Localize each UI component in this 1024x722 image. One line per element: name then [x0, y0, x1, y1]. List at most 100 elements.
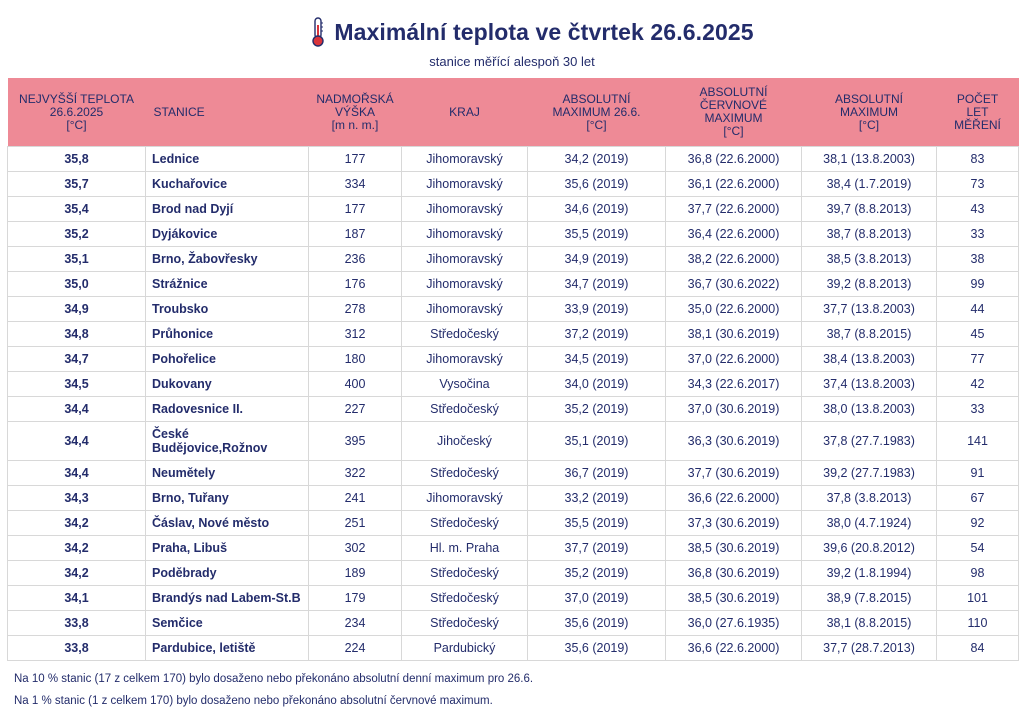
page-title: Maximální teplota ve čtvrtek 26.6.2025	[334, 18, 754, 45]
cell-altitude: 251	[308, 510, 402, 536]
header-max-temp: NEJVYŠŠÍ TEPLOTA 26.6.2025 [°C]	[7, 78, 146, 147]
header-line: ČERVNOVÉ	[699, 98, 768, 112]
header-line: [m n. m.]	[331, 117, 379, 132]
cell-max-temp: 35,7	[7, 171, 146, 197]
cell-max-temp: 34,9	[7, 296, 146, 322]
header-years: POČET LET MĚŘENÍ	[936, 78, 1019, 147]
cell-years: 99	[936, 271, 1019, 297]
cell-abs-max-day: 34,7 (2019)	[527, 271, 666, 297]
cell-region: Jihomoravský	[401, 146, 528, 172]
cell-abs-max: 37,4 (13.8.2003)	[801, 371, 937, 397]
page-subtitle: stanice měřící alespoň 30 let	[429, 54, 595, 69]
cell-abs-max-june: 37,0 (22.6.2000)	[665, 346, 802, 372]
cell-max-temp: 34,2	[7, 535, 146, 561]
cell-station: Dyjákovice	[145, 221, 309, 247]
cell-abs-max-june: 38,5 (30.6.2019)	[665, 535, 802, 561]
cell-abs-max-june: 36,1 (22.6.2000)	[665, 171, 802, 197]
cell-altitude: 227	[308, 396, 402, 422]
cell-altitude: 189	[308, 560, 402, 586]
cell-station: Brno, Žabovřesky	[145, 246, 309, 272]
cell-abs-max: 38,7 (8.8.2015)	[801, 321, 937, 347]
cell-altitude: 241	[308, 485, 402, 511]
cell-station: Lednice	[145, 146, 309, 172]
cell-abs-max-day: 34,5 (2019)	[527, 346, 666, 372]
cell-years: 54	[936, 535, 1019, 561]
cell-station: Pardubice, letiště	[145, 635, 309, 661]
header-station: STANICE	[145, 78, 309, 147]
cell-abs-max-june: 36,3 (30.6.2019)	[665, 421, 802, 461]
header-line: 26.6.2025	[49, 104, 104, 119]
cell-altitude: 180	[308, 346, 402, 372]
cell-region: Jihomoravský	[401, 346, 528, 372]
cell-years: 91	[936, 460, 1019, 486]
cell-region: Středočeský	[401, 321, 528, 347]
cell-years: 43	[936, 196, 1019, 222]
cell-years: 141	[936, 421, 1019, 461]
cell-station: Strážnice	[145, 271, 309, 297]
cell-abs-max-day: 35,2 (2019)	[527, 396, 666, 422]
cell-max-temp: 35,1	[7, 246, 146, 272]
cell-region: Středočeský	[401, 460, 528, 486]
cell-abs-max: 38,7 (8.8.2013)	[801, 221, 937, 247]
cell-abs-max: 38,1 (13.8.2003)	[801, 146, 937, 172]
table-row: 35,0 Strážnice 176 Jihomoravský 34,7 (2019) 3…	[7, 271, 1019, 297]
header-line: MAXIMUM	[840, 104, 898, 119]
cell-abs-max-june: 37,7 (30.6.2019)	[665, 460, 802, 486]
cell-abs-max: 38,9 (7.8.2015)	[801, 585, 937, 611]
cell-years: 33	[936, 221, 1019, 247]
cell-region: Jihomoravský	[401, 221, 528, 247]
footnote-daily-max: Na 10 % stanic (17 z celkem 170) bylo do…	[14, 673, 534, 685]
cell-station: Brandýs nad Labem-St.B	[145, 585, 309, 611]
cell-max-temp: 35,0	[7, 271, 146, 297]
header-line: ABSOLUTNÍ	[834, 91, 903, 106]
cell-abs-max: 39,2 (1.8.1994)	[801, 560, 937, 586]
cell-altitude: 176	[308, 271, 402, 297]
table-row: 34,2 Poděbrady 189 Středočeský 35,2 (2019) 36…	[7, 560, 1019, 586]
cell-max-temp: 34,2	[7, 510, 146, 536]
cell-altitude: 400	[308, 371, 402, 397]
cell-abs-max-june: 36,0 (27.6.1935)	[665, 610, 802, 636]
thermometer-icon	[312, 17, 325, 47]
cell-years: 73	[936, 171, 1019, 197]
cell-abs-max-day: 35,5 (2019)	[527, 510, 666, 536]
cell-years: 38	[936, 246, 1019, 272]
cell-abs-max: 39,6 (20.8.2012)	[801, 535, 937, 561]
cell-years: 45	[936, 321, 1019, 347]
cell-abs-max: 38,1 (8.8.2015)	[801, 610, 937, 636]
cell-abs-max: 38,0 (13.8.2003)	[801, 396, 937, 422]
cell-max-temp: 34,2	[7, 560, 146, 586]
table-row: 35,7 Kuchařovice 334 Jihomoravský 35,6 (2019…	[7, 171, 1019, 197]
cell-altitude: 312	[308, 321, 402, 347]
table-row: 34,5 Dukovany 400 Vysočina 34,0 (2019) 34,3 (…	[7, 371, 1019, 397]
cell-station: Čáslav, Nové město	[145, 510, 309, 536]
cell-abs-max-day: 36,7 (2019)	[527, 460, 666, 486]
cell-abs-max: 38,4 (1.7.2019)	[801, 171, 937, 197]
header-line: MAXIMUM 26.6.	[552, 104, 641, 119]
cell-abs-max-day: 34,0 (2019)	[527, 371, 666, 397]
table-row: 34,4 České Budějovice,Rožnov 395 Jihočeský 3…	[7, 421, 1019, 461]
cell-station: České Budějovice,Rožnov	[145, 421, 309, 461]
cell-abs-max-june: 34,3 (22.6.2017)	[665, 371, 802, 397]
cell-max-temp: 34,4	[7, 396, 146, 422]
cell-region: Středočeský	[401, 396, 528, 422]
table-row: 35,8 Lednice 177 Jihomoravský 34,2 (2019) 36,…	[7, 146, 1019, 172]
header-abs-max-day: ABSOLUTNÍ MAXIMUM 26.6. [°C]	[527, 78, 666, 147]
cell-abs-max-day: 35,6 (2019)	[527, 610, 666, 636]
table-header: NEJVYŠŠÍ TEPLOTA 26.6.2025 [°C] STANICE NADM…	[7, 78, 1019, 147]
cell-abs-max-june: 37,0 (30.6.2019)	[665, 396, 802, 422]
cell-max-temp: 35,2	[7, 221, 146, 247]
cell-station: Semčice	[145, 610, 309, 636]
table-body: 35,8 Lednice 177 Jihomoravský 34,2 (2019) 36,…	[7, 146, 1019, 661]
cell-max-temp: 34,5	[7, 371, 146, 397]
cell-years: 77	[936, 346, 1019, 372]
cell-abs-max-day: 37,7 (2019)	[527, 535, 666, 561]
cell-abs-max: 39,2 (8.8.2013)	[801, 271, 937, 297]
cell-abs-max-june: 36,7 (30.6.2022)	[665, 271, 802, 297]
header-region: KRAJ	[401, 78, 528, 147]
cell-region: Jihomoravský	[401, 296, 528, 322]
cell-abs-max-day: 33,2 (2019)	[527, 485, 666, 511]
cell-station: Radovesnice II.	[145, 396, 309, 422]
title-row: Maximální teplota ve čtvrtek 26.6.2025	[0, 12, 1024, 52]
header-line: VÝŠKA	[334, 104, 376, 119]
cell-abs-max-june: 36,6 (22.6.2000)	[665, 635, 802, 661]
